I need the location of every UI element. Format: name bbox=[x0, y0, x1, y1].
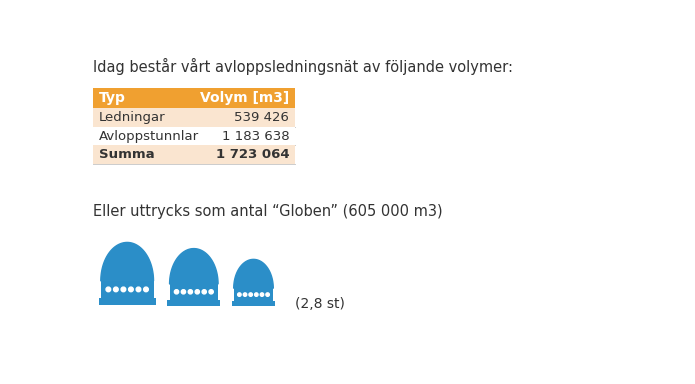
Text: Eller uttrycks som antal “Globen” (605 000 m3): Eller uttrycks som antal “Globen” (605 0… bbox=[93, 204, 443, 219]
Text: Ledningar: Ledningar bbox=[99, 111, 165, 124]
Circle shape bbox=[174, 290, 179, 294]
Circle shape bbox=[260, 293, 263, 296]
Text: (2,8 st): (2,8 st) bbox=[295, 297, 345, 311]
Circle shape bbox=[238, 293, 241, 296]
Bar bbox=[99, 298, 156, 305]
Bar bbox=[170, 284, 218, 300]
Circle shape bbox=[144, 287, 148, 292]
Text: Avloppstunnlar: Avloppstunnlar bbox=[99, 130, 199, 143]
Bar bbox=[101, 281, 154, 298]
Text: Idag består vårt avloppsledningsnät av följande volymer:: Idag består vårt avloppsledningsnät av f… bbox=[93, 58, 513, 75]
Circle shape bbox=[266, 293, 270, 296]
Circle shape bbox=[209, 290, 213, 294]
Text: 539 426: 539 426 bbox=[234, 111, 289, 124]
Polygon shape bbox=[234, 259, 273, 288]
Bar bbox=[93, 88, 295, 108]
Bar bbox=[167, 300, 220, 306]
Bar bbox=[93, 146, 295, 164]
Bar bbox=[93, 127, 295, 146]
Circle shape bbox=[249, 293, 252, 296]
Circle shape bbox=[181, 290, 186, 294]
Polygon shape bbox=[101, 242, 154, 281]
Circle shape bbox=[195, 290, 199, 294]
Polygon shape bbox=[170, 248, 218, 284]
Circle shape bbox=[113, 287, 118, 292]
Circle shape bbox=[136, 287, 141, 292]
Bar bbox=[232, 301, 275, 306]
Circle shape bbox=[106, 287, 111, 292]
Text: Summa: Summa bbox=[99, 148, 154, 161]
Text: 1 723 064: 1 723 064 bbox=[215, 148, 289, 161]
Bar bbox=[93, 108, 295, 127]
Circle shape bbox=[188, 290, 193, 294]
Text: Volym [m3]: Volym [m3] bbox=[200, 91, 289, 106]
Circle shape bbox=[202, 290, 206, 294]
Text: Typ: Typ bbox=[99, 91, 125, 106]
Circle shape bbox=[129, 287, 133, 292]
Circle shape bbox=[121, 287, 126, 292]
Text: 1 183 638: 1 183 638 bbox=[222, 130, 289, 143]
Circle shape bbox=[254, 293, 258, 296]
Bar bbox=[234, 288, 273, 301]
Circle shape bbox=[243, 293, 247, 296]
